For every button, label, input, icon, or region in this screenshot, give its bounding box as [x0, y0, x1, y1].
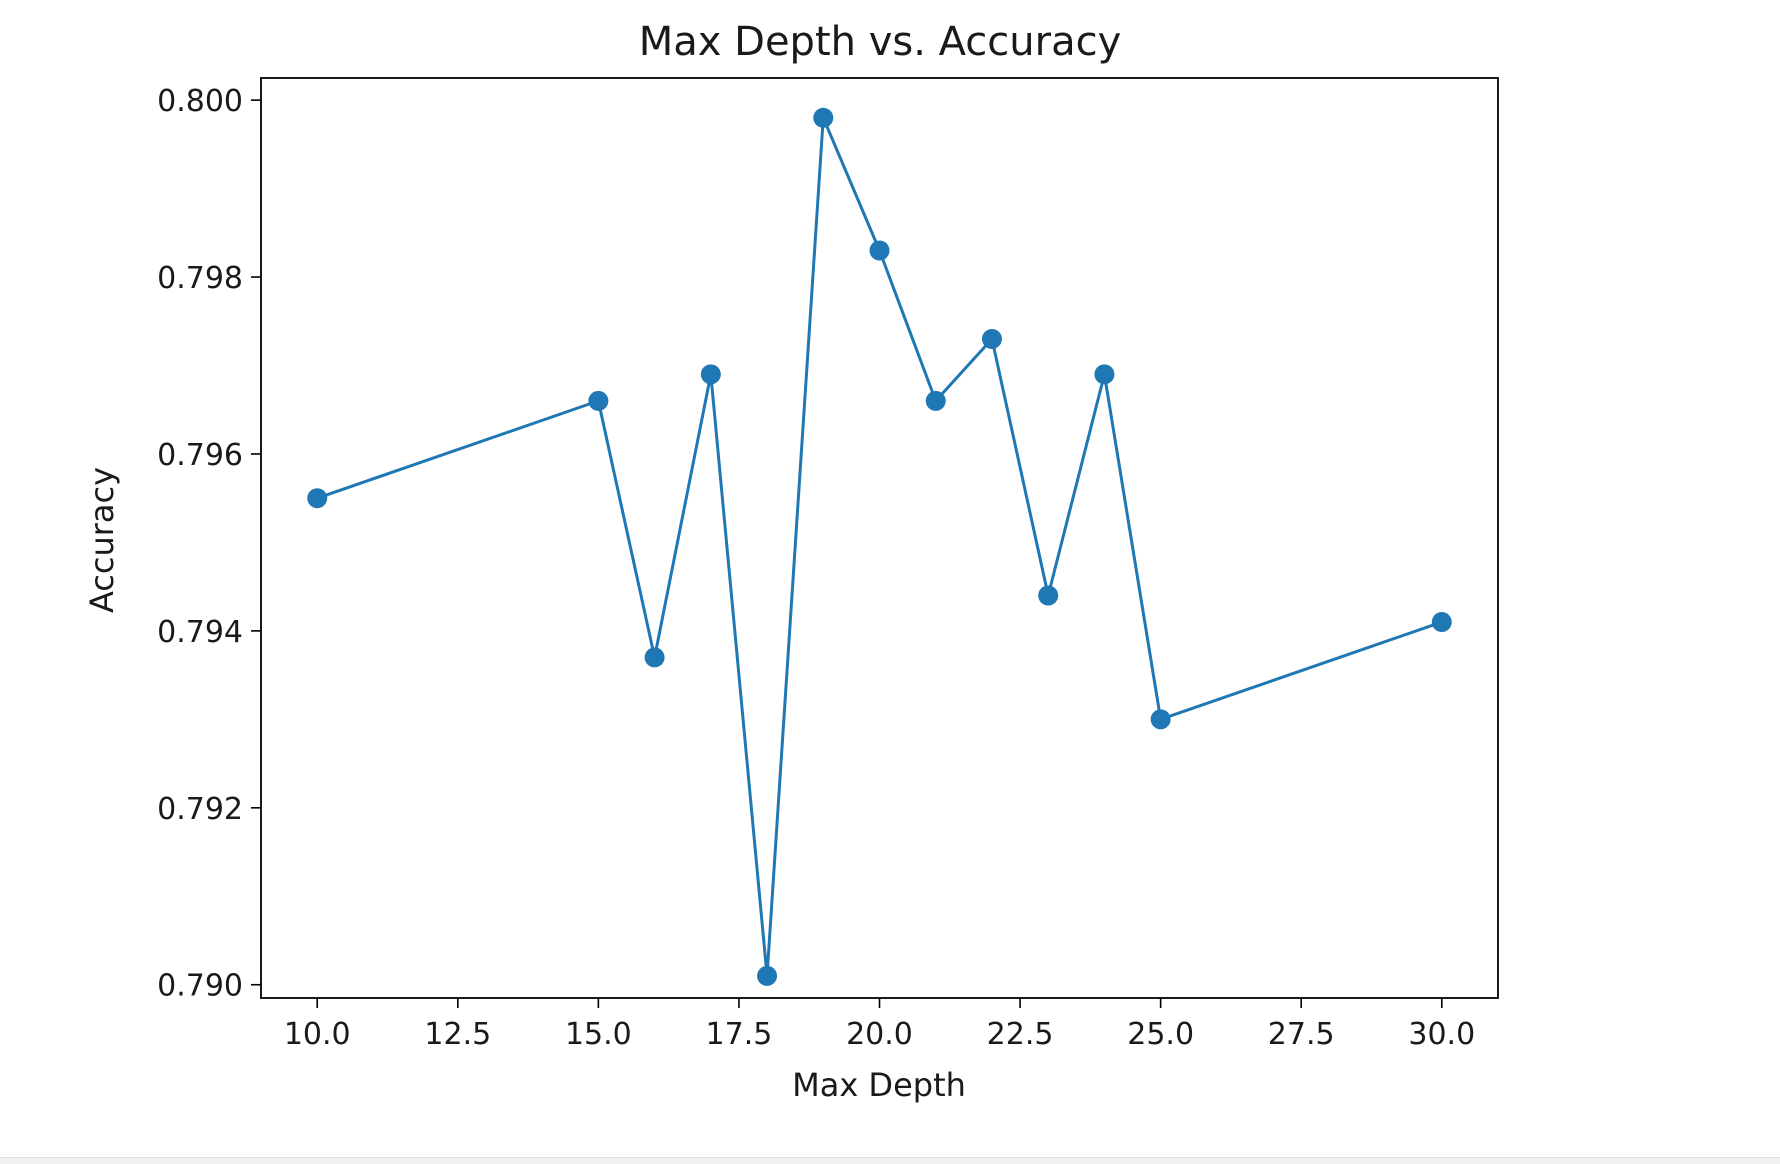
data-point: [813, 107, 834, 128]
data-point: [1431, 612, 1452, 633]
y-axis-ticks: 0.790 0.792 0.794 0.796 0.798 0.800: [157, 84, 261, 1004]
y-tick-label: 0.790: [157, 969, 243, 1004]
series-layer: [307, 107, 1452, 986]
data-point: [925, 390, 946, 411]
x-axis-label: Max Depth: [792, 1066, 966, 1104]
data-point: [307, 488, 328, 509]
data-point: [1150, 709, 1171, 730]
x-tick-label: 17.5: [706, 1017, 773, 1052]
x-tick-label: 15.0: [565, 1017, 632, 1052]
data-point: [757, 965, 778, 986]
y-tick-label: 0.798: [157, 261, 243, 296]
data-point: [1038, 585, 1059, 606]
data-point: [981, 328, 1002, 349]
y-axis-label: Accuracy: [83, 467, 121, 613]
data-point: [700, 364, 721, 385]
data-point: [588, 390, 609, 411]
data-point: [869, 240, 890, 261]
x-axis-ticks: 10.0 12.5 15.0 17.5 20.0 22.5 25.0 27.5 30.0: [284, 998, 1475, 1052]
bottom-divider-strip: [0, 1157, 1780, 1164]
y-tick-label: 0.794: [157, 615, 243, 650]
x-tick-label: 20.0: [846, 1017, 913, 1052]
data-point: [644, 647, 665, 668]
x-tick-label: 22.5: [987, 1017, 1054, 1052]
y-tick-label: 0.800: [157, 84, 243, 119]
chart-title: Max Depth vs. Accuracy: [639, 19, 1122, 65]
y-tick-label: 0.792: [157, 792, 243, 827]
x-tick-label: 30.0: [1408, 1017, 1475, 1052]
x-tick-label: 10.0: [284, 1017, 351, 1052]
x-tick-label: 25.0: [1127, 1017, 1194, 1052]
data-point: [1094, 364, 1115, 385]
x-tick-label: 12.5: [424, 1017, 491, 1052]
y-tick-label: 0.796: [157, 438, 243, 473]
x-tick-label: 27.5: [1268, 1017, 1335, 1052]
